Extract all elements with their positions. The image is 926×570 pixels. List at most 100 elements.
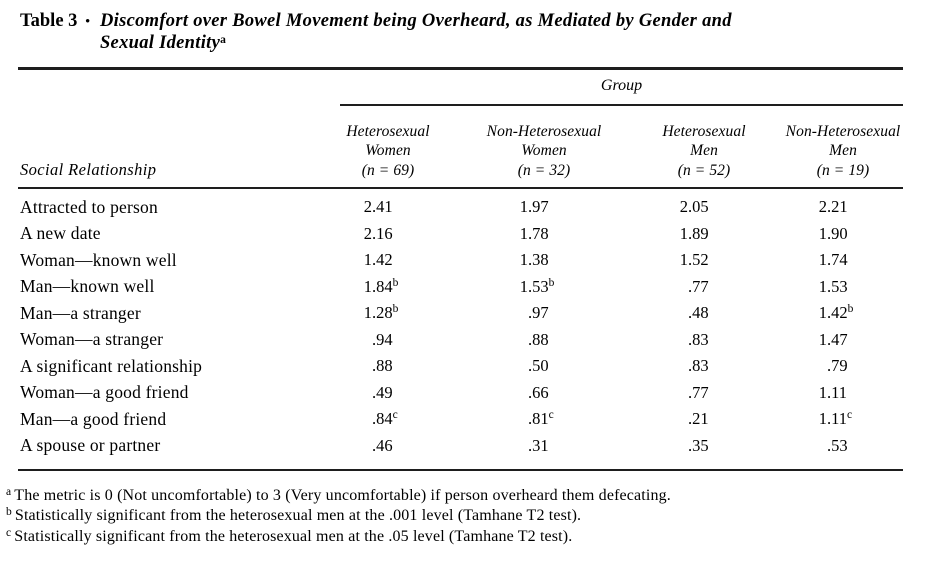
mean-value: .79 <box>827 356 848 376</box>
mean-value: .31 <box>528 435 549 455</box>
value-cell: 1.42b <box>783 300 903 327</box>
value-cell: .21 <box>625 406 783 433</box>
value-cell: .49 <box>313 380 463 407</box>
title-line2: Sexual Identity <box>99 33 221 53</box>
value-cell: .35 <box>625 433 783 460</box>
column-header-line2: Men <box>829 142 857 159</box>
column-header-sample-size: (n = 52) <box>677 161 731 179</box>
footnote-marker: b <box>6 506 12 519</box>
group-spanner-header: Group <box>600 77 643 94</box>
row-label: Woman—known well <box>20 249 177 270</box>
row-label: Attracted to person <box>20 196 158 217</box>
top-rule <box>18 67 903 70</box>
column-header-line2: Men <box>690 142 718 159</box>
mean-value: 2.16 <box>363 223 393 243</box>
footnote: b Statistically significant from the hete… <box>6 506 671 526</box>
value-cell: 2.05 <box>625 194 783 221</box>
value-cell: 2.21 <box>783 194 903 221</box>
footnote-text: The metric is 0 (Not uncomfortable) to 3… <box>14 487 671 504</box>
column-header-line1: Non-Heterosexual <box>486 122 602 140</box>
mean-value: 1.74 <box>818 250 848 270</box>
table-row: Man—a stranger 1.28b .97 .48 1.42b <box>18 300 903 327</box>
mean-value: 1.11 <box>818 382 848 402</box>
value-cell: .66 <box>463 380 625 407</box>
value-cell: .83 <box>625 327 783 354</box>
mean-value: 1.53b <box>519 276 555 296</box>
value-cell: 1.47 <box>783 327 903 354</box>
column-header-line1: Non-Heterosexual <box>785 122 901 140</box>
table-head: Social Relationship Heterosexual Women (… <box>18 112 903 188</box>
mean-value: .50 <box>528 356 549 376</box>
value-cell: 1.52 <box>625 247 783 274</box>
column-header-sample-size: (n = 19) <box>816 161 870 179</box>
footnote-marker: a <box>6 486 12 498</box>
group-underline-rule <box>340 104 903 106</box>
significance-marker: c <box>392 409 398 422</box>
row-label: Woman—a good friend <box>20 382 189 403</box>
mean-value: 1.38 <box>519 250 549 270</box>
mean-value: .77 <box>688 276 709 296</box>
value-cell: 1.53 <box>783 274 903 301</box>
table-title: Table 3 • Discomfort over Bowel Movement… <box>20 10 732 54</box>
mean-value: .88 <box>528 329 549 349</box>
significance-marker: b <box>392 276 399 289</box>
value-cell: 1.74 <box>783 247 903 274</box>
mean-value: 2.41 <box>363 197 393 217</box>
data-table: Social Relationship Heterosexual Women (… <box>18 112 903 471</box>
significance-marker: b <box>548 276 555 289</box>
mean-value: 1.11c <box>818 409 853 429</box>
value-cell: .88 <box>463 327 625 354</box>
column-header: Non-Heterosexual Women (n = 32) <box>463 112 625 188</box>
footnote-text: Statistically significant from the heter… <box>14 507 582 525</box>
column-header-line2: Women <box>521 142 567 159</box>
column-header-sample-size: (n = 32) <box>517 161 571 179</box>
footnote: c Statistically significant from the hete… <box>6 527 671 547</box>
mean-value: .84c <box>372 409 398 429</box>
mean-value: .35 <box>688 435 709 455</box>
mean-value: 1.52 <box>679 250 709 270</box>
table-row: Attracted to person 2.41 1.97 2.05 2.21 <box>18 194 903 221</box>
value-cell: .81c <box>463 406 625 433</box>
table-row: Woman—known well 1.42 1.38 1.52 1.74 <box>18 247 903 274</box>
value-cell: 1.38 <box>463 247 625 274</box>
footnote-marker: c <box>6 526 12 539</box>
mean-value: .88 <box>372 356 393 376</box>
footnote: a The metric is 0 (Not uncomfortable) to … <box>6 486 671 506</box>
value-cell: 1.90 <box>783 221 903 248</box>
mean-value: 2.21 <box>818 197 848 217</box>
table-row: Woman—a stranger .94 .88 .83 1.47 <box>18 327 903 354</box>
title-text: Discomfort over Bowel Movement being Ove… <box>100 10 732 54</box>
mean-value: 1.90 <box>818 223 848 243</box>
mean-value: 1.97 <box>519 197 549 217</box>
mean-value: .94 <box>372 329 393 349</box>
mean-value: .83 <box>688 329 709 349</box>
column-header-row: Social Relationship Heterosexual Women (… <box>18 112 903 188</box>
title-bullet-icon: • <box>85 13 90 28</box>
title-footnote-marker: a <box>220 33 227 46</box>
mean-value: 1.28b <box>363 303 399 323</box>
row-label: Man—known well <box>20 276 155 297</box>
mean-value: 1.78 <box>519 223 549 243</box>
column-header-line1: Heterosexual <box>346 122 430 140</box>
mean-value: 1.42b <box>818 303 854 323</box>
mean-value: .97 <box>528 303 549 323</box>
mean-value: .48 <box>688 303 709 323</box>
value-cell: .97 <box>463 300 625 327</box>
value-cell: .77 <box>625 380 783 407</box>
row-label: A spouse or partner <box>20 435 161 456</box>
significance-marker: c <box>847 409 853 422</box>
row-label: Man—a good friend <box>20 408 167 429</box>
mean-value: .66 <box>528 382 549 402</box>
value-cell: .46 <box>313 433 463 460</box>
significance-marker: b <box>392 303 399 316</box>
row-label: A significant relationship <box>20 355 203 376</box>
column-header-line2: Women <box>365 142 411 159</box>
mean-value: 1.89 <box>679 223 709 243</box>
footnote-text: Statistically significant from the heter… <box>14 527 573 545</box>
mean-value: 1.47 <box>818 329 848 349</box>
value-cell: .94 <box>313 327 463 354</box>
footnotes: a The metric is 0 (Not uncomfortable) to … <box>6 486 671 547</box>
value-cell: 1.78 <box>463 221 625 248</box>
value-cell: 1.97 <box>463 194 625 221</box>
